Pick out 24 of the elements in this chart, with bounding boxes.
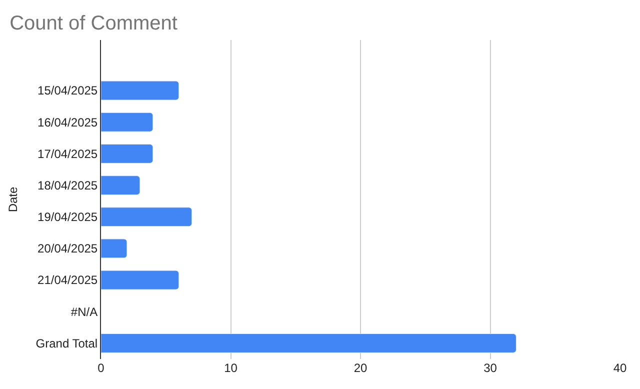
y-tick-label: 18/04/2025 [38,178,98,192]
bar [101,80,180,100]
y-tick-label: 15/04/2025 [38,84,98,98]
bar [101,112,154,132]
x-tick-label: 0 [98,361,105,375]
y-tick-label: 20/04/2025 [38,242,98,256]
x-tick-label: 30 [484,361,498,375]
x-tick-label: 10 [224,361,238,375]
bar [101,270,180,290]
chart-title: Count of Comment [10,12,178,35]
bar [101,144,154,164]
bar [101,238,128,258]
bar [101,176,140,196]
y-axis-title: Date [6,186,20,212]
y-tick-label: #N/A [70,304,98,319]
bar [101,333,516,353]
y-tick-label: 21/04/2025 [38,273,98,288]
x-tick-label: 40 [613,361,627,375]
y-tick-label: 19/04/2025 [38,210,98,224]
y-tick-label: 16/04/2025 [38,115,98,130]
bar [101,207,192,227]
x-tick-label: 20 [354,361,368,375]
y-tick-label: 17/04/2025 [38,146,98,161]
y-tick-label: Grand Total [36,336,98,350]
